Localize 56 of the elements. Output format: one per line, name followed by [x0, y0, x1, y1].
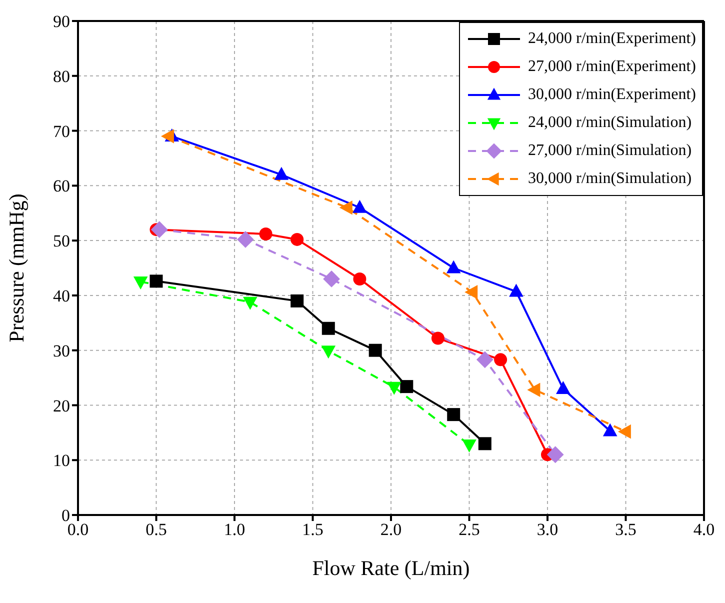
point	[447, 408, 460, 422]
point	[527, 382, 540, 398]
x-tick-label: 1.5	[302, 520, 324, 540]
point	[386, 382, 402, 395]
legend-label: 24,000 r/min(Experiment)	[528, 30, 696, 48]
point	[353, 272, 366, 286]
point	[237, 231, 254, 248]
point	[243, 296, 258, 310]
point	[446, 260, 461, 274]
point	[290, 294, 304, 308]
legend-label: 27,000 r/min(Simulation)	[528, 142, 692, 160]
point	[321, 346, 336, 359]
legend-label: 24,000 r/min(Simulation)	[528, 114, 692, 132]
x-tick-label: 0.0	[67, 520, 89, 540]
y-tick-label: 10	[53, 451, 70, 470]
point	[618, 424, 631, 439]
point	[476, 351, 494, 368]
y-tick-label: 80	[53, 66, 70, 86]
point	[462, 440, 476, 453]
point	[494, 353, 508, 366]
y-tick-label: 0	[62, 506, 70, 526]
point	[431, 332, 444, 345]
x-tick-label: 2.5	[458, 520, 480, 540]
y-axis-title: Pressure (mmHg)	[4, 194, 28, 342]
x-tick-label: 2.0	[380, 520, 402, 540]
x-axis-title: Flow Rate (L/min)	[312, 556, 470, 580]
x-tick-label: 1.0	[224, 520, 246, 540]
y-tick-label: 70	[53, 122, 70, 141]
point	[290, 232, 304, 246]
x-tick-label: 0.5	[146, 520, 167, 540]
x-tick-label: 4.0	[693, 520, 715, 540]
legend-label: 30,000 r/min(Simulation)	[528, 170, 692, 188]
legend-label: 27,000 r/min(Experiment)	[528, 58, 696, 76]
point	[368, 344, 382, 357]
y-tick-label: 60	[53, 176, 70, 196]
point	[400, 380, 414, 394]
y-tick-label: 30	[53, 341, 70, 360]
legend-label: 30,000 r/min(Experiment)	[528, 86, 696, 104]
point	[274, 166, 289, 180]
y-tick-label: 90	[53, 12, 70, 32]
point	[150, 274, 163, 288]
point	[478, 437, 492, 450]
point	[323, 270, 340, 288]
y-tick-label: 50	[53, 232, 70, 251]
point	[339, 200, 352, 215]
y-tick-label: 40	[53, 286, 70, 306]
point	[509, 284, 524, 297]
point	[546, 446, 564, 464]
point	[352, 200, 367, 213]
x-tick-label: 3.0	[536, 520, 558, 540]
point	[150, 221, 168, 238]
point	[259, 227, 272, 240]
point	[464, 285, 478, 300]
x-tick-label: 3.5	[615, 520, 636, 540]
point	[322, 322, 335, 335]
y-tick-label: 20	[53, 396, 70, 416]
